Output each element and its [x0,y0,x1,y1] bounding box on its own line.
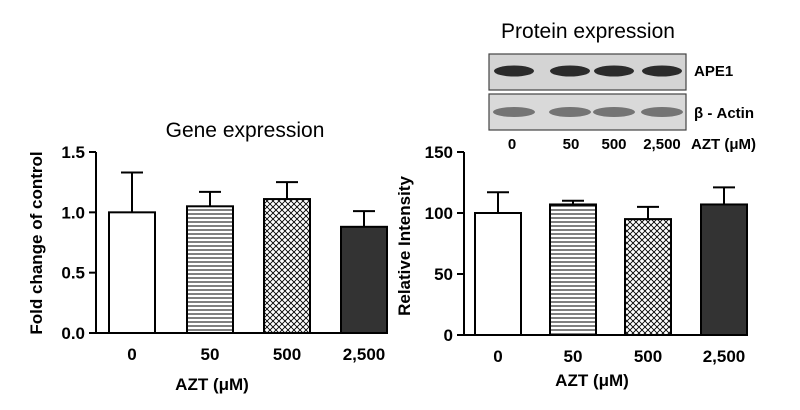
protein-x-tick-label: 2,500 [703,347,746,366]
gene-bar [186,205,234,334]
gene-bar [263,198,311,334]
gene-y-tick-label: 1.0 [61,203,85,222]
gene-y-tick-label: 0.5 [61,264,85,283]
protein-bar [549,203,597,336]
gene-x-tick-label: 0 [127,345,136,364]
protein-x-tick-label: 500 [634,347,662,366]
protein-x-tick-label: 0 [493,347,502,366]
protein-bar [474,212,522,336]
gene-chart-ylabel: Fold change of control [27,151,46,334]
blot-lane-label: 50 [563,136,580,153]
protein-chart-ylabel: Relative Intensity [395,176,414,316]
gene-y-tick-label: 1.5 [61,143,85,162]
protein-x-tick-label: 50 [564,347,583,366]
blot-band-ape1 [550,65,590,77]
blot-band-ape1 [494,65,534,77]
protein-bar [700,203,748,336]
blot-band-actin [593,107,635,117]
blot-row-label-ape1: APE1 [694,63,733,80]
gene-x-tick-label: 50 [201,345,220,364]
blot-lane-axis-label: AZT (μM) [691,136,756,153]
protein-y-tick-label: 150 [425,143,453,162]
gene-bar [108,211,156,334]
blot-band-actin [641,107,683,117]
protein-bar [624,218,672,337]
gene-x-tick-label: 500 [273,345,301,364]
gene-x-tick-label: 2,500 [343,345,386,364]
western-blot: APE1 β - Actin 0 50 500 2,500 AZT (μM) [488,53,756,153]
protein-expression-chart: 0 50 100 150 0 50 500 2,500 [425,143,748,366]
protein-y-tick-label: 0 [444,326,453,345]
blot-lane-label: 500 [601,136,626,153]
blot-band-actin [549,107,591,117]
blot-band-actin [493,107,535,117]
blot-band-ape1 [642,65,682,77]
gene-chart-title: Gene expression [166,119,325,142]
gene-expression-chart: 0.0 0.5 1.0 1.5 0 50 500 2,500 [61,143,388,364]
gene-y-tick-label: 0.0 [61,324,85,343]
protein-y-tick-label: 50 [434,265,453,284]
blot-lane-label: 0 [508,136,516,153]
protein-chart-title: Protein expression [501,20,675,43]
protein-y-tick-label: 100 [425,204,453,223]
blot-lane-label: 2,500 [643,136,681,153]
blot-row-label-actin: β - Actin [694,105,754,122]
protein-chart-xlabel: AZT (μM) [555,371,629,390]
gene-bar [340,225,388,335]
blot-band-ape1 [594,65,634,77]
gene-chart-xlabel: AZT (μM) [175,375,249,394]
